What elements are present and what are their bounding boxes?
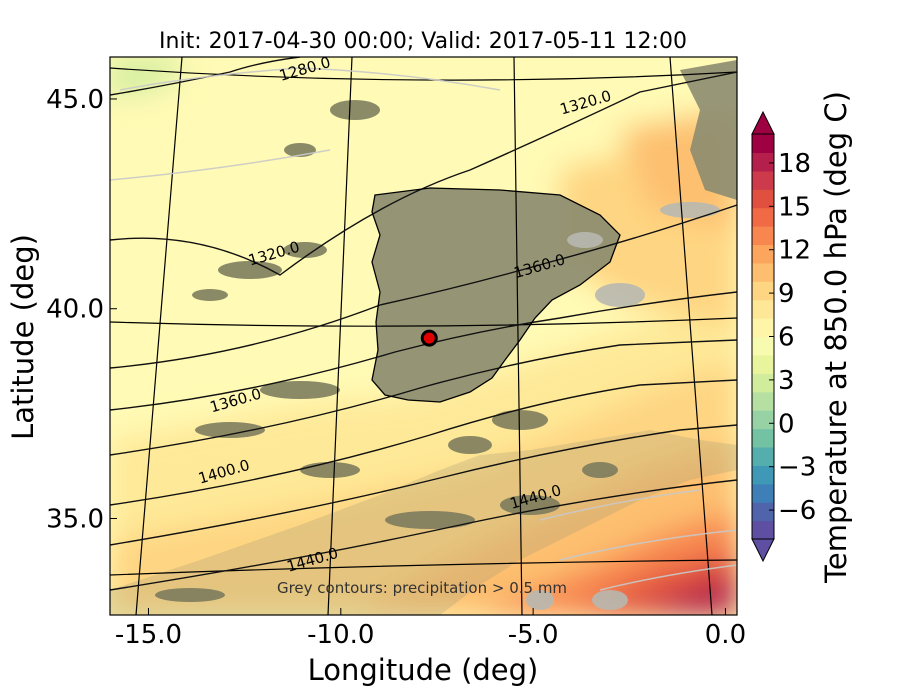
- y-tick-label: 45.0: [46, 85, 104, 115]
- colorbar-band: [752, 281, 774, 301]
- colorbar-tick-label: −6: [778, 496, 816, 526]
- colorbar-band: [752, 391, 774, 411]
- colorbar-tick-label: 3: [778, 366, 795, 396]
- x-tick-label: -5.0: [508, 620, 559, 650]
- colorbar-band: [752, 262, 774, 282]
- colorbar-tick-label: 12: [778, 236, 811, 266]
- colorbar-min-extension: [751, 538, 775, 563]
- colorbar-band: [752, 483, 774, 503]
- colorbar-band: [752, 152, 774, 172]
- colorbar-band: [752, 428, 774, 448]
- graticule: [110, 57, 737, 615]
- colorbar-band: [752, 354, 774, 374]
- colorbar-band: [752, 134, 774, 154]
- colorbar: 18 15 12 9 6 3 0 −3 −6: [751, 110, 816, 563]
- precipitation-note: Grey contours: precipitation > 0.5 mm: [277, 579, 567, 597]
- colorbar-band: [752, 410, 774, 430]
- colorbar-band: [752, 318, 774, 338]
- precipitation-areas: [526, 202, 720, 610]
- colorbar-band: [752, 299, 774, 319]
- precip-contours: [110, 67, 737, 591]
- colorbar-band: [752, 446, 774, 466]
- x-axis: -15.0 -10.0 -5.0 0.0: [115, 608, 746, 650]
- y-tick-label: 40.0: [46, 295, 104, 325]
- colorbar-band: [752, 465, 774, 485]
- colorbar-band: [752, 520, 774, 539]
- colorbar-tick-label: 18: [778, 149, 811, 179]
- colorbar-band: [752, 502, 774, 522]
- colorbar-band: [752, 336, 774, 356]
- colorbar-tick-label: 15: [778, 192, 811, 222]
- height-contours: [110, 57, 737, 591]
- colorbar-band: [752, 226, 774, 246]
- colorbar-band: [752, 207, 774, 227]
- colorbar-band: [752, 170, 774, 190]
- marker-layer: [420, 329, 438, 347]
- y-tick-label: 35.0: [46, 505, 104, 535]
- colorbar-band: [752, 373, 774, 393]
- x-tick-label: -10.0: [307, 620, 374, 650]
- y-axis: 45.0 40.0 35.0: [46, 85, 117, 535]
- alps-land: [680, 60, 737, 200]
- iberia-land: [372, 188, 620, 402]
- colorbar-band: [752, 244, 774, 264]
- colorbar-tick-label: 6: [778, 323, 795, 353]
- colorbar-band: [752, 189, 774, 209]
- colorbar-tick-label: −3: [778, 453, 816, 483]
- colorbar-label: Temperature at 850.0 hPa (deg C): [819, 91, 853, 584]
- y-axis-label: Latitude (deg): [6, 234, 40, 440]
- x-axis-label: Longitude (deg): [308, 653, 539, 687]
- coastline: [371, 187, 621, 403]
- x-tick-label: 0.0: [705, 620, 746, 650]
- colorbar-tick-label: 0: [778, 409, 795, 439]
- station-marker: [420, 329, 438, 347]
- colorbar-max-extension: [751, 110, 775, 135]
- map-frame: [109, 56, 738, 616]
- x-tick-label: -15.0: [115, 620, 182, 650]
- colorbar-tick-label: 9: [778, 279, 795, 309]
- chart-title: Init: 2017-04-30 00:00; Valid: 2017-05-1…: [159, 29, 687, 54]
